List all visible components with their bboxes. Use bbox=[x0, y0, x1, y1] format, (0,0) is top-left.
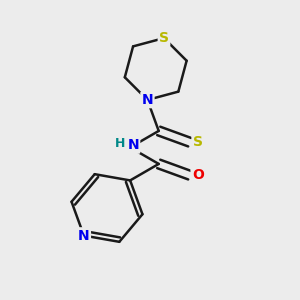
Text: S: S bbox=[193, 135, 203, 149]
Text: N: N bbox=[78, 229, 90, 243]
Text: N: N bbox=[127, 138, 139, 152]
Text: S: S bbox=[159, 31, 169, 45]
Text: O: O bbox=[192, 168, 204, 182]
Text: N: N bbox=[142, 93, 153, 107]
Text: H: H bbox=[115, 137, 125, 150]
